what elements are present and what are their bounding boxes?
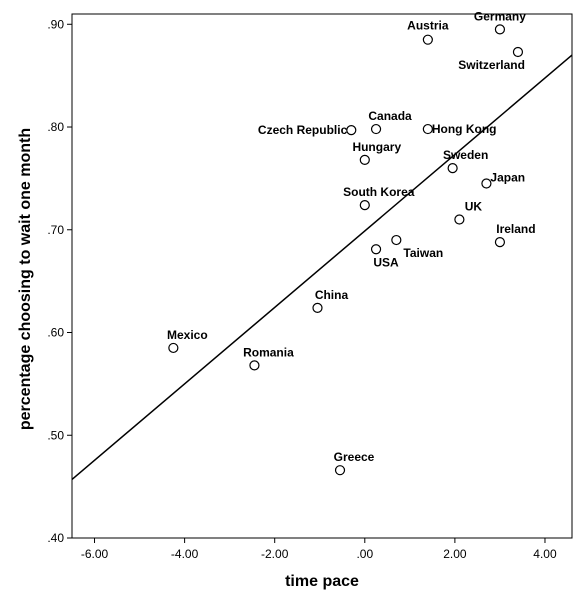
point-label: Sweden <box>443 148 488 162</box>
y-tick-label: .40 <box>47 531 64 545</box>
point-label: Romania <box>243 345 294 359</box>
point-label: UK <box>465 199 483 213</box>
point-label: Hungary <box>352 140 401 154</box>
data-point <box>422 123 433 135</box>
data-point <box>370 123 382 135</box>
data-point <box>447 163 458 174</box>
x-tick-label: -2.00 <box>261 547 289 561</box>
data-point <box>454 214 465 225</box>
point-label: Hong Kong <box>432 122 497 136</box>
point-label: Austria <box>407 19 449 33</box>
fit-line <box>71 54 573 481</box>
data-point <box>249 360 260 371</box>
point-label: Germany <box>474 9 526 23</box>
point-label: South Korea <box>343 185 415 199</box>
data-point <box>346 125 357 136</box>
point-label: Taiwan <box>403 246 443 260</box>
data-point <box>391 234 402 246</box>
data-point <box>334 465 346 476</box>
fit-line-group <box>71 54 573 481</box>
x-axis-ticks: -6.00 -4.00 -2.00 .00 2.00 4.00 <box>81 538 557 561</box>
point-label: Mexico <box>167 328 208 342</box>
y-tick-label: .70 <box>47 223 64 237</box>
data-point <box>512 46 524 58</box>
data-point <box>494 236 506 248</box>
point-label: USA <box>373 255 399 269</box>
data-point <box>494 24 506 35</box>
point-label: China <box>315 288 349 302</box>
x-tick-label: -6.00 <box>81 547 109 561</box>
data-points: Germany Austria Switzerland Canada Czech Rep… <box>167 9 536 476</box>
data-point <box>359 154 370 165</box>
y-tick-label: .50 <box>47 428 64 442</box>
data-point <box>370 244 382 255</box>
data-point <box>359 200 370 211</box>
data-point <box>168 342 179 354</box>
point-label: Ireland <box>496 222 535 236</box>
x-tick-label: 4.00 <box>533 547 557 561</box>
point-label: Japan <box>490 171 525 185</box>
point-label: Canada <box>368 109 412 123</box>
y-tick-label: .60 <box>47 326 64 340</box>
y-tick-label: .90 <box>47 17 64 31</box>
x-tick-label: -4.00 <box>171 547 199 561</box>
y-tick-label: .80 <box>47 120 64 134</box>
point-label: Switzerland <box>458 58 525 72</box>
point-label: Greece <box>334 450 375 464</box>
data-point <box>312 302 323 313</box>
x-tick-label: 2.00 <box>443 547 467 561</box>
x-tick-label: .00 <box>356 547 373 561</box>
x-axis-title: time pace <box>285 573 359 590</box>
data-point <box>422 34 433 45</box>
y-axis-ticks: .40 .50 .60 .70 .80 .90 <box>47 17 72 545</box>
y-axis-title: percentage choosing to wait one month <box>17 128 34 430</box>
data-point <box>481 178 492 189</box>
plot-frame <box>71 13 573 539</box>
point-label: Czech Republic <box>258 123 348 137</box>
